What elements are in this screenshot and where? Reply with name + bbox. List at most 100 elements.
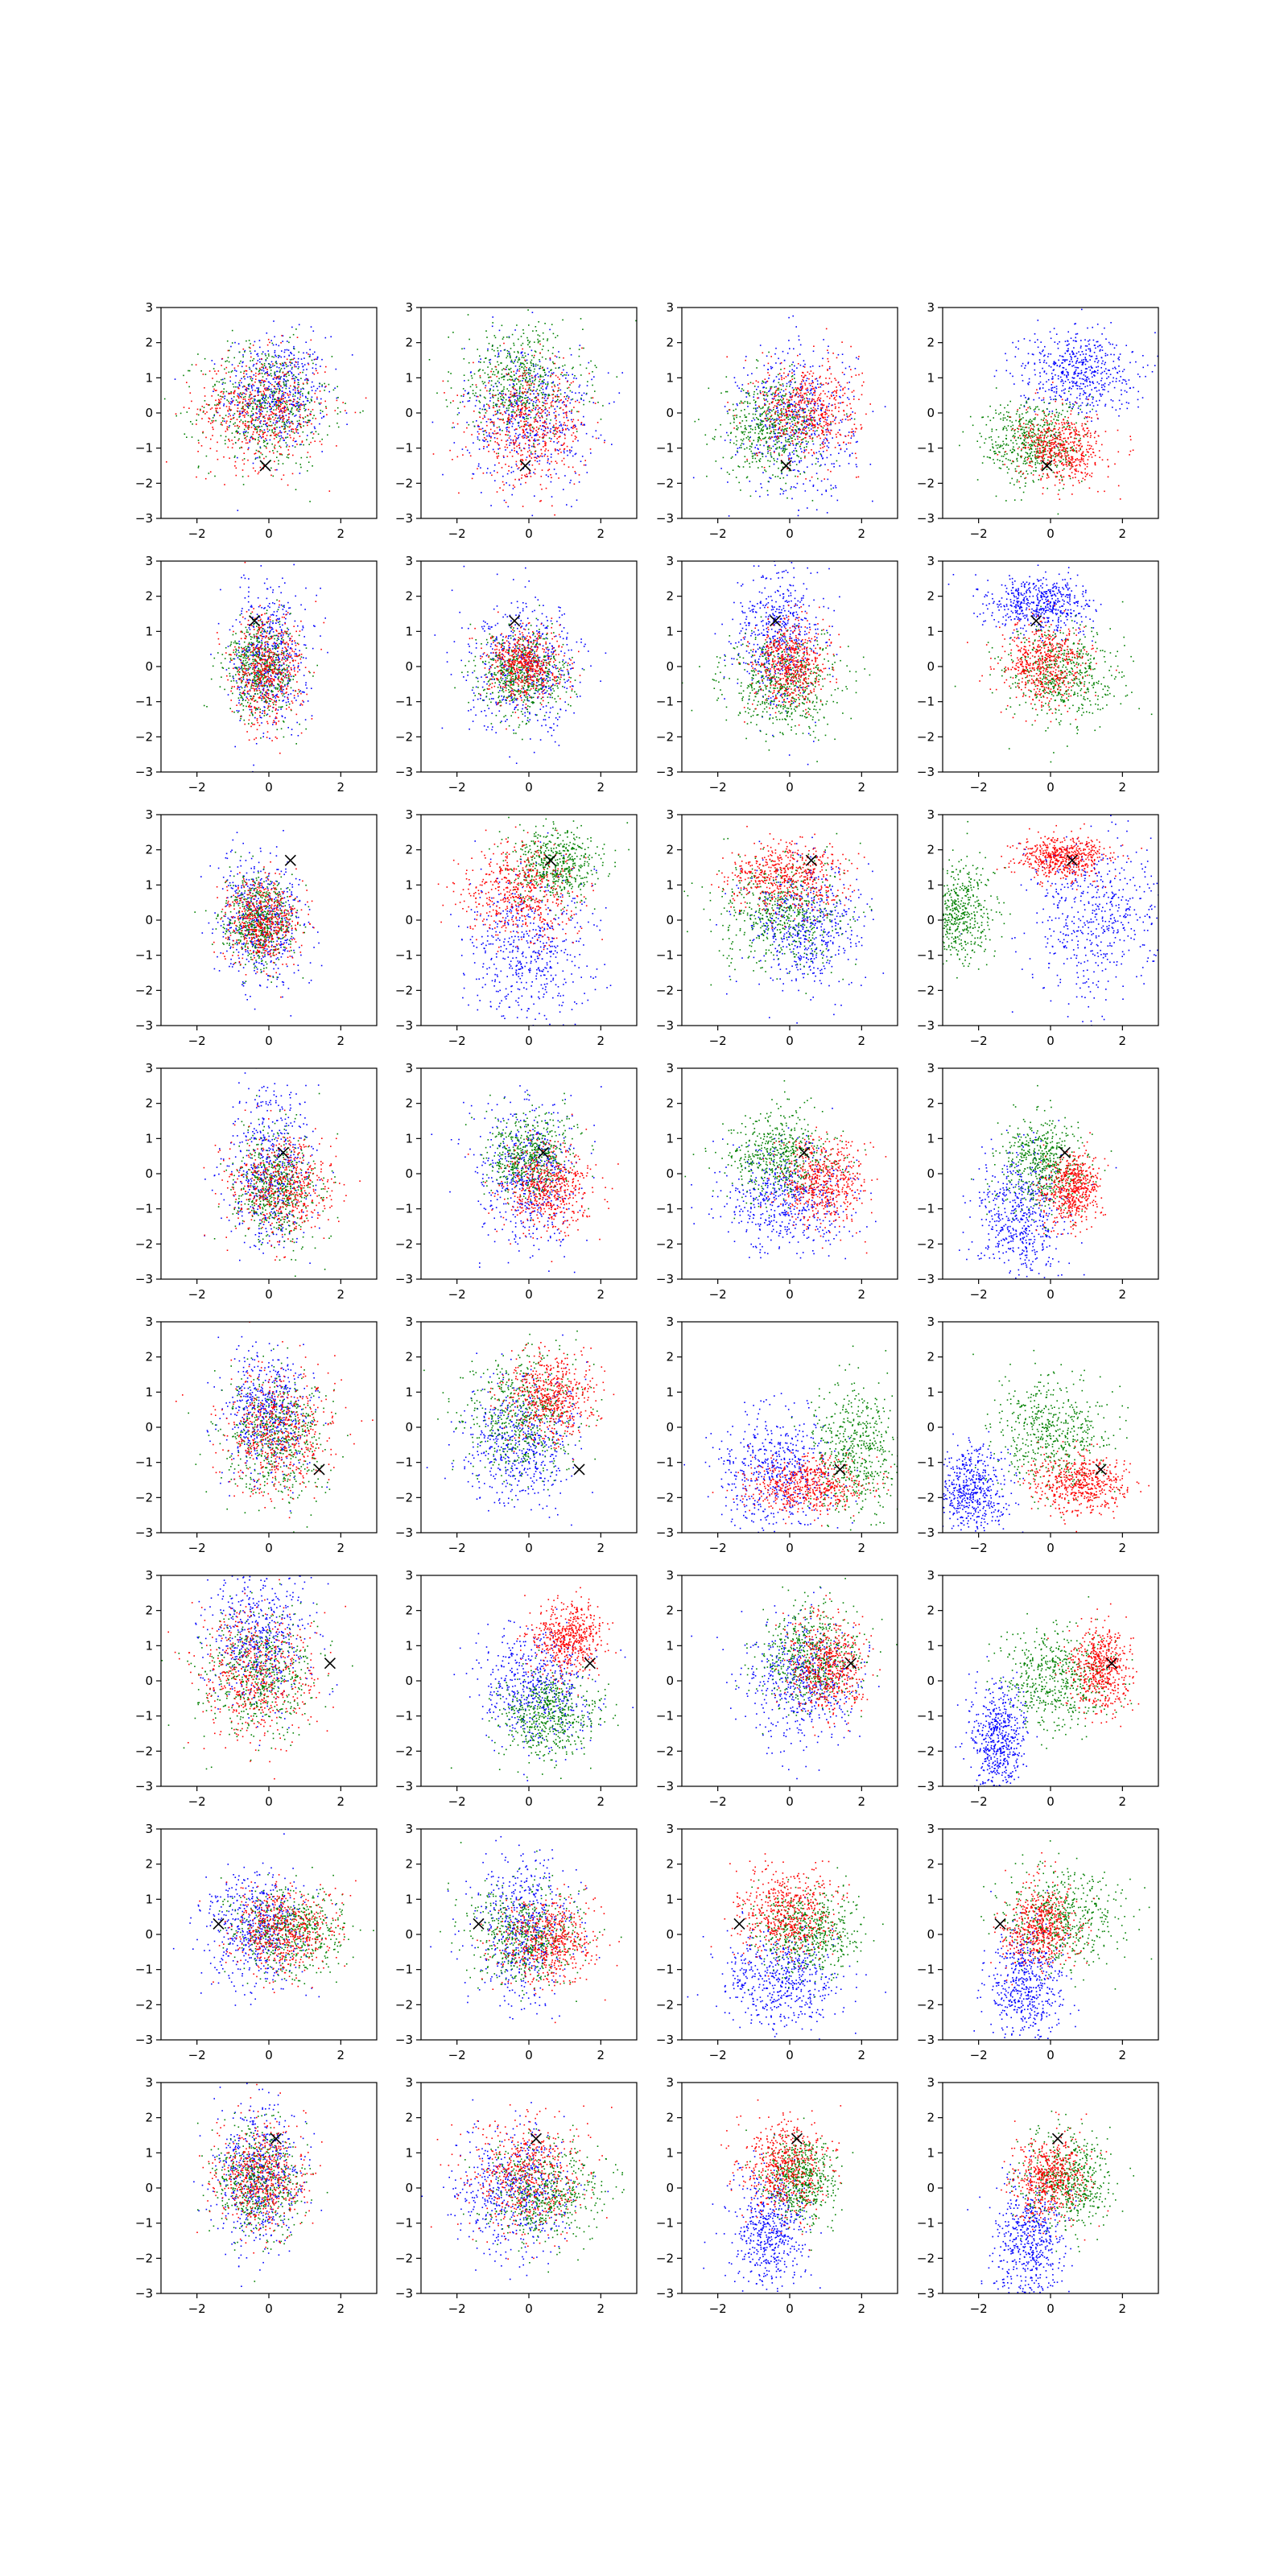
scatter-point bbox=[491, 368, 493, 370]
scatter-point bbox=[727, 435, 729, 436]
scatter-point bbox=[247, 412, 249, 414]
scatter-point bbox=[302, 431, 304, 433]
scatter-point bbox=[539, 368, 540, 369]
scatter-point bbox=[787, 440, 789, 443]
scatter-point bbox=[794, 365, 795, 367]
scatter-point bbox=[539, 460, 541, 462]
scatter-point bbox=[522, 431, 525, 432]
scatter-point bbox=[291, 366, 293, 369]
scatter-point bbox=[510, 371, 512, 373]
scatter-point bbox=[282, 415, 283, 416]
scatter-point bbox=[225, 390, 228, 393]
scatter-point bbox=[469, 455, 472, 457]
scatter-point bbox=[559, 399, 561, 402]
scatter-point bbox=[778, 374, 779, 376]
scatter-point bbox=[830, 394, 832, 396]
scatter-point bbox=[530, 359, 533, 361]
scatter-point bbox=[517, 398, 519, 400]
scatter-point bbox=[566, 415, 568, 417]
scatter-point bbox=[546, 386, 548, 387]
scatter-point bbox=[820, 410, 823, 411]
scatter-point bbox=[766, 394, 769, 397]
scatter-point bbox=[798, 411, 799, 413]
scatter-point bbox=[277, 354, 279, 357]
scatter-point bbox=[835, 406, 836, 408]
scatter-point bbox=[284, 431, 287, 432]
scatter-point bbox=[819, 448, 822, 449]
scatter-point bbox=[275, 376, 278, 378]
scatter-point bbox=[288, 341, 290, 344]
scatter-point bbox=[506, 456, 509, 457]
scatter-point bbox=[502, 368, 505, 369]
scatter-point bbox=[830, 470, 832, 473]
scatter-point bbox=[516, 451, 518, 452]
scatter-point bbox=[763, 398, 765, 400]
scatter-point bbox=[807, 391, 809, 393]
scatter-point bbox=[795, 414, 797, 415]
scatter-point bbox=[238, 394, 240, 396]
panel-r1-c3-series-3 bbox=[726, 328, 871, 480]
scatter-point bbox=[815, 387, 817, 390]
scatter-point bbox=[544, 430, 546, 431]
scatter-point bbox=[543, 435, 546, 436]
scatter-point bbox=[319, 423, 320, 425]
scatter-point bbox=[291, 428, 292, 431]
scatter-point bbox=[567, 454, 568, 456]
scatter-point bbox=[744, 448, 745, 450]
scatter-point bbox=[543, 422, 545, 424]
scatter-point bbox=[508, 419, 510, 420]
scatter-point bbox=[525, 408, 527, 411]
scatter-point bbox=[767, 452, 769, 454]
scatter-point bbox=[526, 420, 527, 422]
scatter-point bbox=[513, 443, 514, 445]
scatter-point bbox=[276, 422, 278, 423]
scatter-point bbox=[784, 448, 786, 449]
scatter-point bbox=[758, 432, 760, 435]
scatter-point bbox=[539, 425, 541, 427]
scatter-point bbox=[234, 422, 236, 424]
scatter-point bbox=[180, 412, 182, 415]
scatter-point bbox=[526, 437, 528, 440]
scatter-point bbox=[273, 428, 275, 430]
scatter-point bbox=[786, 382, 788, 385]
scatter-point bbox=[248, 447, 250, 449]
scatter-point bbox=[551, 374, 554, 375]
scatter-point bbox=[836, 460, 838, 462]
scatter-point bbox=[266, 440, 267, 441]
scatter-point bbox=[785, 376, 787, 378]
scatter-point bbox=[789, 423, 791, 424]
scatter-point bbox=[515, 390, 518, 391]
scatter-point bbox=[520, 454, 522, 456]
scatter-point bbox=[509, 399, 510, 402]
scatter-point bbox=[538, 411, 539, 413]
scatter-point bbox=[769, 427, 770, 430]
scatter-point bbox=[767, 362, 770, 365]
scatter-point bbox=[319, 403, 321, 405]
scatter-point bbox=[729, 439, 732, 441]
scatter-point bbox=[552, 361, 554, 363]
scatter-point bbox=[560, 425, 563, 427]
scatter-point bbox=[762, 453, 764, 455]
scatter-point bbox=[308, 408, 310, 411]
scatter-point bbox=[803, 420, 805, 423]
scatter-point bbox=[770, 415, 773, 416]
scatter-point bbox=[239, 447, 241, 449]
scatter-point bbox=[522, 380, 523, 382]
scatter-point bbox=[782, 433, 784, 435]
scatter-point bbox=[791, 497, 793, 500]
scatter-point bbox=[336, 386, 338, 388]
scatter-point bbox=[483, 406, 485, 407]
scatter-point bbox=[207, 404, 209, 406]
scatter-point bbox=[512, 415, 514, 417]
scatter-point bbox=[765, 404, 766, 406]
scatter-point bbox=[492, 394, 494, 397]
scatter-point bbox=[533, 401, 535, 402]
scatter-point bbox=[809, 436, 811, 437]
scatter-point bbox=[531, 409, 534, 411]
scatter-point bbox=[243, 372, 245, 374]
scatter-point bbox=[221, 365, 222, 366]
scatter-point bbox=[519, 387, 521, 390]
scatter-point bbox=[827, 469, 829, 471]
scatter-point bbox=[502, 418, 504, 420]
scatter-point bbox=[764, 437, 766, 440]
